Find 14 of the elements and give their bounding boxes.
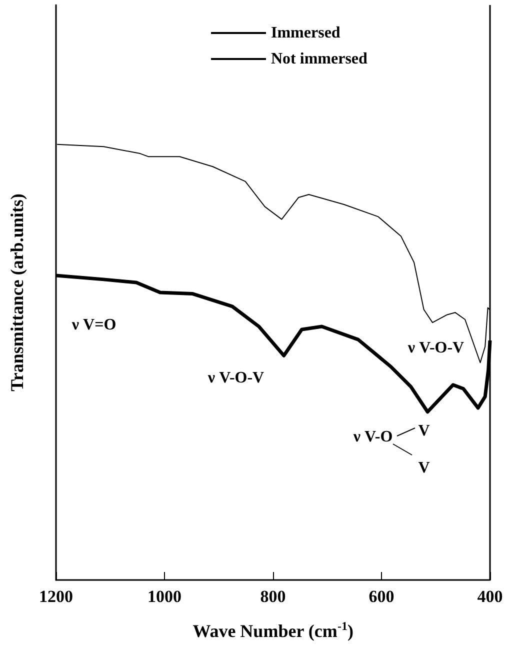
annotation: V xyxy=(418,460,430,476)
legend-label: Immersed xyxy=(271,24,340,42)
x-tick-label: 1200 xyxy=(39,587,73,606)
annotation: ν V=O xyxy=(70,316,116,334)
annotation: ν V-O-V xyxy=(206,370,265,386)
annotation: ν V-O-V xyxy=(406,340,465,356)
x-tick-label: 600 xyxy=(368,587,394,606)
x-tick-label: 1000 xyxy=(148,587,182,606)
x-tick-label: 800 xyxy=(260,587,286,606)
legend-label: Not immersed xyxy=(271,50,368,68)
annotation: ν V-O xyxy=(352,428,393,446)
y-axis-title: Transmittance (arb.units) xyxy=(7,194,27,392)
annotation: V xyxy=(418,422,430,440)
x-tick-label: 400 xyxy=(477,587,503,606)
